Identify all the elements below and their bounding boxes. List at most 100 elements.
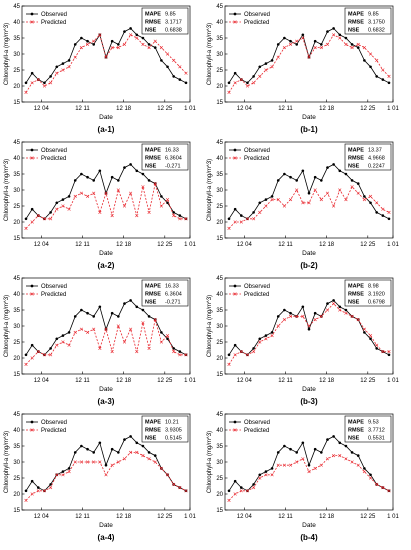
y-tick-label: 35 — [216, 36, 223, 42]
predicted-point — [42, 217, 47, 221]
stats-key: RMSE — [145, 292, 161, 298]
y-tick-label: 35 — [13, 172, 20, 178]
observed-point — [320, 43, 323, 46]
predicted-point — [110, 45, 114, 50]
x-tick-label: 12 04 — [237, 514, 253, 520]
observed-point — [110, 311, 114, 315]
observed-point — [369, 65, 372, 69]
observed-point — [338, 305, 342, 309]
predicted-point — [288, 42, 293, 47]
predicted-point — [141, 185, 145, 189]
observed-point — [307, 327, 311, 331]
observed-point — [252, 483, 255, 486]
observed-point — [320, 451, 323, 454]
stats-value-nse: 0.6798 — [368, 300, 385, 306]
observed-point — [313, 447, 317, 451]
legend-label: Predicted — [244, 156, 269, 162]
observed-point — [73, 179, 77, 182]
predicted-point — [30, 356, 34, 360]
y-tick-label: 15 — [13, 508, 20, 514]
y-tick-label: 30 — [13, 188, 20, 194]
x-tick-label: 1 01 — [184, 378, 196, 384]
y-tick-label: 15 — [13, 372, 20, 378]
observed-point — [49, 211, 52, 214]
chart-panel-5: 15 20 25 30 35 40 45 12 04 12 11 12 18 12 25 1 01 Da… — [4, 276, 196, 406]
observed-point — [86, 39, 89, 43]
observed-point — [233, 207, 237, 211]
predicted-point — [42, 353, 47, 357]
predicted-point — [307, 55, 311, 59]
predicted-point — [332, 33, 336, 37]
predicted-point — [49, 353, 53, 357]
stats-value-rmse: 3.7712 — [368, 428, 385, 434]
observed-point — [110, 175, 114, 179]
observed-point — [24, 81, 28, 85]
predicted-point — [245, 489, 250, 493]
predicted-point — [227, 498, 231, 503]
predicted-point — [42, 84, 47, 88]
y-tick-label: 45 — [13, 4, 20, 10]
y-tick-label: 40 — [13, 428, 20, 434]
legend-label: Predicted — [41, 292, 66, 298]
y-tick-label: 35 — [13, 444, 20, 450]
predicted-point — [301, 36, 305, 40]
chart-panel-3: 15 20 25 30 35 40 45 12 04 12 11 12 18 12 25 1 01 Da… — [4, 140, 196, 270]
predicted-point — [239, 489, 243, 493]
stats-box: MAPE 9.53 RMSE 3.7712 NSE 0.5531 — [344, 415, 392, 443]
predicted-point — [387, 210, 391, 215]
x-tick-label: 12 18 — [319, 106, 335, 112]
observed-point — [61, 470, 65, 473]
observed-point — [387, 353, 391, 357]
predicted-point — [24, 90, 28, 95]
legend: Observed Predicted — [26, 420, 67, 434]
predicted-point — [61, 473, 65, 477]
y-tick-label: 15 — [216, 100, 223, 106]
stats-value-nse: -0.271 — [165, 164, 181, 170]
predicted-point — [282, 317, 286, 322]
y-tick-label: 35 — [13, 36, 20, 42]
predicted-point — [264, 337, 268, 341]
chart-panel-2: 15 20 25 30 35 40 45 12 04 12 11 12 18 12 25 1 01 Da… — [207, 4, 399, 134]
observed-point — [73, 451, 77, 454]
observed-point — [233, 343, 237, 347]
predicted-point — [104, 191, 108, 195]
panel-label: (b-3) — [300, 397, 318, 406]
stats-key: MAPE — [145, 12, 161, 18]
predicted-point — [325, 42, 330, 47]
predicted-point — [270, 65, 274, 69]
predicted-point — [122, 204, 127, 208]
x-tick-label: 12 11 — [278, 514, 293, 520]
observed-point — [363, 331, 366, 334]
observed-point — [86, 311, 89, 315]
observed-point — [264, 62, 268, 65]
observed-point — [49, 483, 52, 486]
observed-point — [344, 444, 348, 448]
predicted-point — [319, 45, 323, 50]
predicted-point — [356, 191, 360, 195]
x-tick-label: 12 25 — [360, 378, 376, 384]
observed-point — [98, 305, 102, 309]
predicted-point — [116, 324, 120, 328]
predicted-point — [92, 327, 96, 331]
predicted-point — [356, 42, 360, 47]
x-tick-label: 12 11 — [278, 242, 293, 248]
predicted-point — [30, 492, 34, 496]
observed-point — [86, 447, 89, 451]
predicted-point — [362, 197, 366, 202]
stats-box-frame — [344, 143, 392, 171]
x-axis-title: Date — [99, 114, 113, 121]
x-tick-label: 12 11 — [278, 378, 293, 384]
predicted-point — [165, 197, 170, 202]
stats-value-mape: 16.33 — [165, 148, 179, 154]
predicted-point — [61, 340, 65, 344]
observed-point — [92, 315, 95, 318]
predicted-point — [313, 188, 317, 192]
observed-point — [227, 81, 231, 85]
stats-key: NSE — [348, 436, 360, 442]
predicted-point — [129, 191, 133, 195]
stats-value-mape: 13.37 — [368, 148, 382, 154]
predicted-point — [98, 210, 102, 215]
y-axis-title: Chlorophyll-a (mg/m^3) — [207, 23, 213, 85]
x-tick-label: 1 01 — [184, 242, 196, 248]
observed-point — [326, 166, 329, 169]
